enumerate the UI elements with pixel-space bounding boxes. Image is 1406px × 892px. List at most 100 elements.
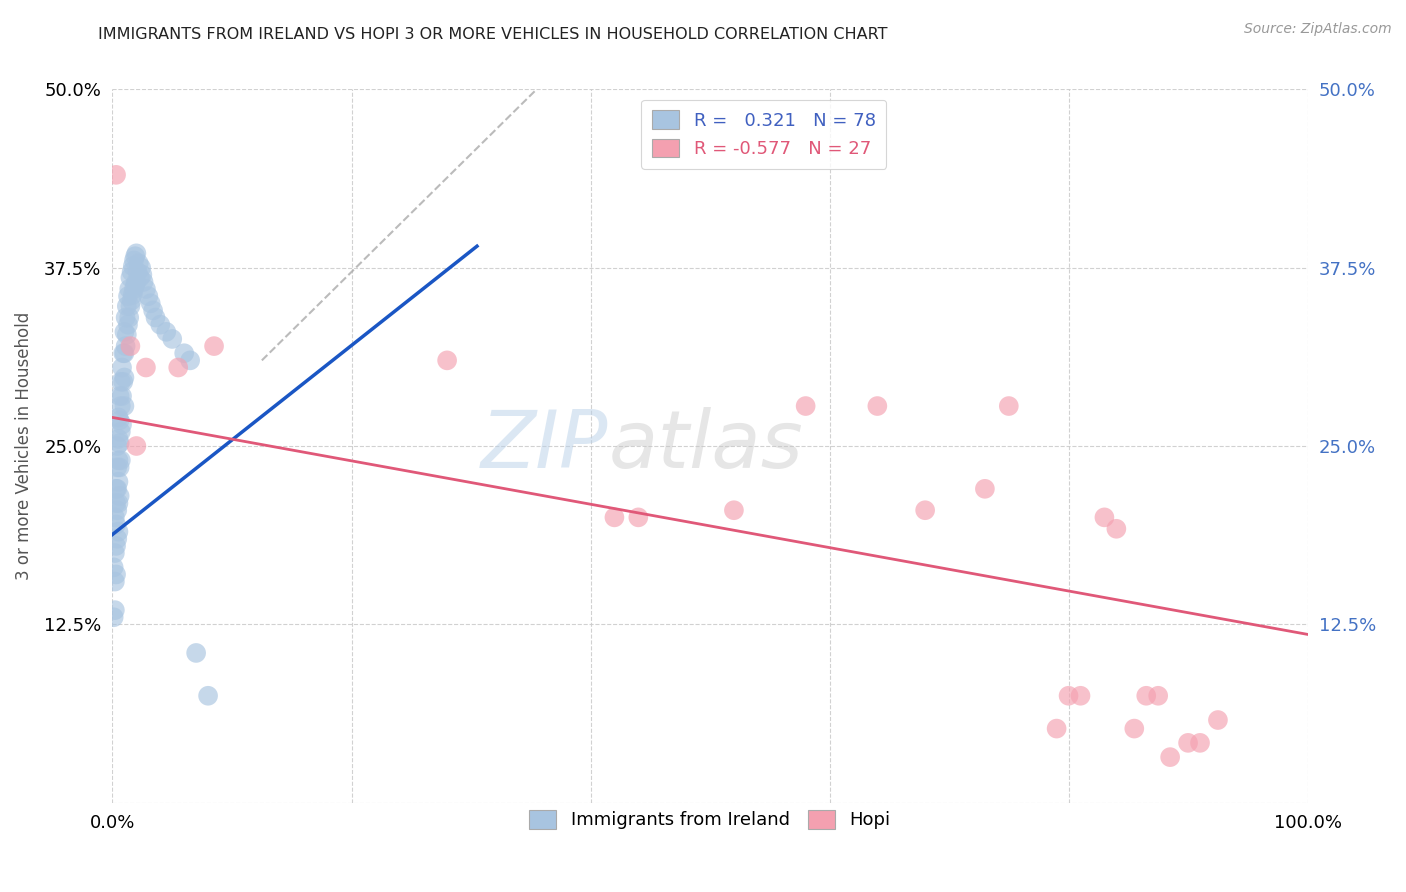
Point [128, 256, 150, 270]
Text: ZIP: ZIP [481, 407, 609, 485]
Point [1206, 713, 1229, 727]
Point [108, 436, 131, 450]
Point [124, 249, 146, 263]
Point [627, 510, 650, 524]
Point [135, 282, 157, 296]
Point [1135, 689, 1157, 703]
Point [104, 603, 127, 617]
Point [103, 610, 125, 624]
Point [105, 496, 128, 510]
Text: atlas: atlas [609, 407, 803, 485]
Point [108, 389, 131, 403]
Text: Source: ZipAtlas.com: Source: ZipAtlas.com [1244, 22, 1392, 37]
Point [108, 460, 131, 475]
Point [111, 360, 134, 375]
Point [1123, 722, 1146, 736]
Point [186, 646, 208, 660]
Point [108, 489, 131, 503]
Point [105, 539, 128, 553]
Point [117, 318, 139, 332]
Point [1105, 522, 1128, 536]
Point [114, 370, 135, 384]
Point [145, 310, 167, 325]
Point [131, 268, 153, 282]
Point [603, 510, 626, 524]
Point [1177, 736, 1199, 750]
Point [107, 475, 129, 489]
Point [114, 339, 136, 353]
Point [105, 439, 128, 453]
Point [118, 310, 141, 325]
Point [132, 275, 155, 289]
Point [129, 260, 152, 275]
Point [120, 299, 142, 313]
Point [125, 275, 148, 289]
Legend: Immigrants from Ireland, Hopi: Immigrants from Ireland, Hopi [522, 803, 898, 837]
Point [110, 375, 132, 389]
Point [127, 265, 149, 279]
Point [114, 346, 135, 360]
Point [105, 517, 128, 532]
Y-axis label: 3 or more Vehicles in Household: 3 or more Vehicles in Household [15, 312, 32, 580]
Point [121, 259, 143, 273]
Point [104, 510, 127, 524]
Point [162, 332, 183, 346]
Point [149, 318, 172, 332]
Point [974, 482, 997, 496]
Point [112, 346, 135, 360]
Point [110, 399, 132, 413]
Point [914, 503, 936, 517]
Point [107, 524, 129, 539]
Point [121, 287, 143, 301]
Point [122, 282, 145, 296]
Point [111, 389, 134, 403]
Point [105, 168, 128, 182]
Point [114, 310, 136, 325]
Point [179, 353, 201, 368]
Point [115, 327, 138, 342]
Text: IMMIGRANTS FROM IRELAND VS HOPI 3 OR MORE VEHICLES IN HOUSEHOLD CORRELATION CHAR: IMMIGRANTS FROM IRELAND VS HOPI 3 OR MOR… [98, 27, 889, 42]
Point [1189, 736, 1212, 750]
Point [104, 546, 127, 560]
Point [105, 532, 128, 546]
Point [1046, 722, 1069, 736]
Point [105, 460, 128, 475]
Point [142, 303, 165, 318]
Point [105, 567, 128, 582]
Point [794, 399, 817, 413]
Point [155, 325, 177, 339]
Point [723, 503, 745, 517]
Point [107, 432, 129, 446]
Point [105, 482, 128, 496]
Point [112, 375, 135, 389]
Point [110, 425, 132, 439]
Point [114, 399, 135, 413]
Point [105, 482, 128, 496]
Point [125, 246, 148, 260]
Point [1070, 689, 1092, 703]
Point [998, 399, 1021, 413]
Point [121, 293, 143, 308]
Point [104, 574, 127, 589]
Point [436, 353, 458, 368]
Point [1147, 689, 1170, 703]
Point [197, 689, 219, 703]
Point [135, 360, 157, 375]
Point [202, 339, 225, 353]
Point [108, 413, 131, 427]
Point [167, 360, 190, 375]
Point [122, 253, 145, 268]
Point [111, 417, 134, 432]
Point [173, 346, 195, 360]
Point [107, 496, 129, 510]
Point [1159, 750, 1181, 764]
Point [120, 270, 142, 285]
Point [103, 560, 125, 574]
Point [139, 296, 162, 310]
Point [107, 410, 129, 425]
Point [117, 289, 139, 303]
Point [125, 439, 148, 453]
Point [110, 453, 132, 467]
Point [129, 270, 152, 285]
Point [114, 325, 135, 339]
